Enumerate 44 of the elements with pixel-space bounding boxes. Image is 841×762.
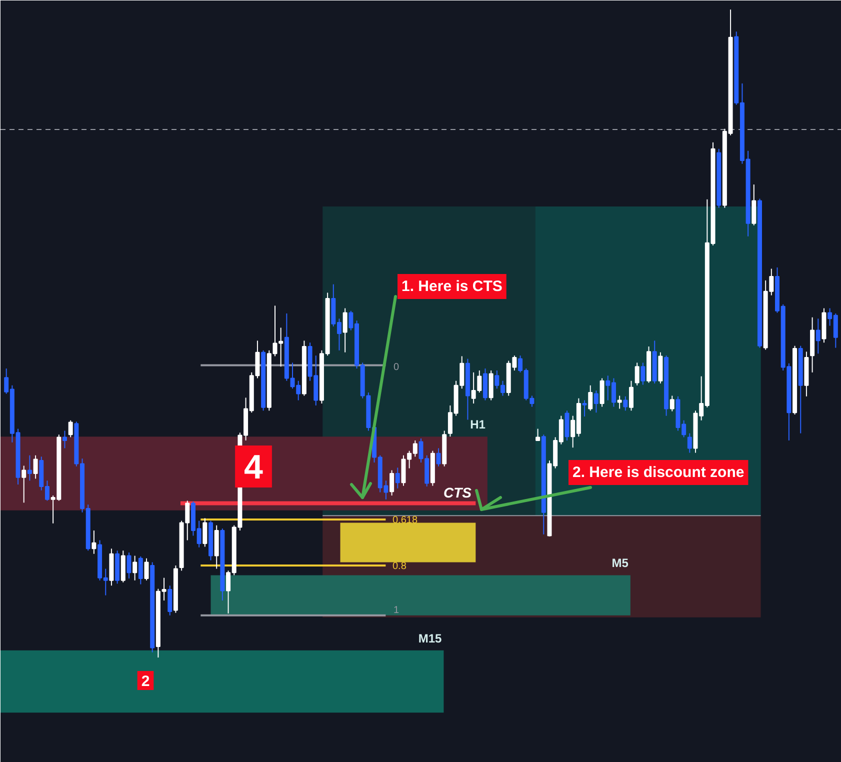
candlestick: [202, 518, 208, 548]
candlestick: [564, 410, 570, 441]
annotation: 1. Here is CTS: [402, 278, 502, 295]
candlestick: [395, 467, 400, 489]
candlestick: [436, 448, 441, 467]
candlestick: [132, 555, 138, 581]
annotation: 0.8: [392, 561, 407, 572]
text: 2: [141, 673, 150, 690]
candlestick: [488, 370, 494, 401]
candlestick: [68, 420, 73, 438]
candlestick: [670, 395, 674, 412]
band-label: M15: [418, 631, 442, 646]
candlestick: [33, 454, 38, 480]
candlestick: [752, 184, 756, 226]
candlestick: [144, 558, 149, 581]
candlestick: [588, 384, 593, 412]
candlestick: [27, 454, 32, 482]
candlestick: [582, 400, 587, 417]
candlestick: [594, 390, 598, 414]
candlestick: [62, 430, 67, 449]
band-label: M5: [612, 556, 629, 570]
candlestick: [126, 552, 132, 579]
candlestick: [816, 318, 820, 354]
candlestick: [536, 428, 540, 441]
annotation: 2. Here is discount zone: [572, 464, 744, 481]
candlestick: [482, 368, 488, 401]
candlestick: [342, 308, 348, 353]
candlestick: [600, 378, 604, 408]
candlestick: [22, 465, 26, 504]
candlestick: [629, 380, 634, 412]
annotation: 4: [244, 448, 264, 486]
candlestick: [640, 362, 646, 386]
candlestick: [617, 395, 622, 410]
candlestick: [92, 530, 96, 554]
candlestick: [168, 585, 172, 616]
candlestick: [138, 556, 143, 585]
annotation: CTS: [444, 484, 472, 500]
annotation: 1: [394, 605, 400, 616]
annotation: 0: [394, 362, 400, 373]
candlestick: [623, 396, 628, 412]
candlestick: [390, 470, 394, 496]
candlestick: [634, 362, 640, 386]
band-label: H1: [470, 418, 486, 432]
candlestick: [687, 432, 692, 454]
